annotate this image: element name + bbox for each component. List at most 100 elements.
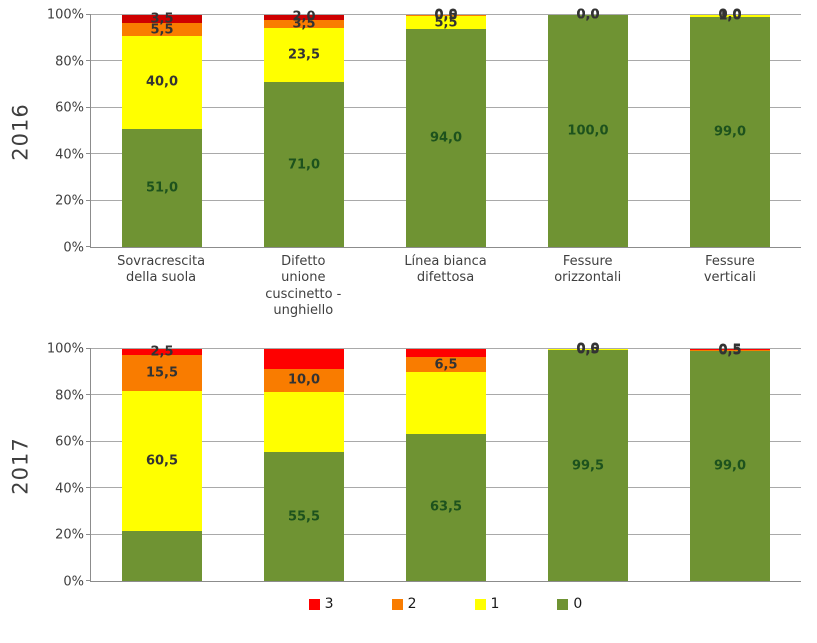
bar-segment (263, 15, 345, 20)
segment-value-label: 6,5 (434, 357, 458, 373)
gridline (91, 348, 801, 349)
segment-value-label: 0,0 (576, 341, 600, 357)
y-axis-2017: 100% 80% 60% 40% 20% 0% (42, 342, 90, 590)
bar-segment (121, 531, 203, 581)
legend-swatch (474, 598, 486, 610)
segment-value-label: 63,5 (429, 499, 463, 515)
stacked-bar: 60,5 15,5 2,5 (121, 345, 203, 581)
category-label: Sovracrescita della suola (117, 254, 206, 286)
bar-segment (405, 28, 487, 247)
segment-value-label: 0,0 (576, 7, 600, 23)
y-tick-label: 40% (55, 147, 84, 163)
segment-value-label: 94,0 (429, 130, 463, 146)
segment-value-label: 3,5 (292, 16, 316, 32)
axis-tickmark (86, 394, 91, 396)
bar-segment (121, 35, 203, 129)
bar-segment (689, 350, 771, 352)
axis-tickmark (86, 487, 91, 489)
legend-label: 0 (573, 596, 583, 612)
bar-segment (547, 349, 629, 351)
axis-tickmark (86, 580, 91, 581)
bar-segment (689, 15, 771, 18)
segment-value-label: 40,0 (145, 74, 179, 90)
bar-segment (547, 15, 629, 247)
bar-segment (405, 15, 487, 17)
bar-segment (547, 350, 629, 581)
legend-item: 1 (474, 596, 500, 612)
segment-value-label: 0,0 (718, 7, 742, 23)
axis-tickmark (86, 106, 91, 108)
stacked-bar: 94,0 5,5 0,5 0,0 (405, 9, 487, 247)
axis-tickmark (86, 60, 91, 62)
bar-segment (121, 15, 203, 24)
y-tick-label: 20% (55, 527, 84, 543)
y-tick-label: 60% (55, 434, 84, 450)
y-tick-label: 0% (63, 574, 84, 590)
segment-value-label: 51,0 (145, 180, 179, 196)
segment-value-label: 99,0 (713, 124, 747, 140)
segment-value-label: 23,5 (287, 47, 321, 63)
legend-swatch (308, 598, 320, 610)
segment-value-label: 2,5 (150, 344, 174, 360)
stacked-bar: 55,5 10,0 (263, 349, 345, 581)
stacked-bar: 63,5 6,5 (405, 349, 487, 581)
segment-value-label: 100,0 (567, 123, 609, 139)
bar-segment (689, 17, 771, 247)
segment-value-label: 0,5 (718, 343, 742, 359)
bar-segment (263, 368, 345, 392)
stacked-bar: 99,0 0,5 0,5 (689, 343, 771, 581)
bar-segment (121, 390, 203, 532)
category-label: Fessure verticali (703, 254, 756, 286)
y-tick-label: 60% (55, 100, 84, 116)
segment-value-label: 0,0 (576, 7, 600, 23)
bar-segment (121, 349, 203, 355)
stacked-bar: 99,5 0,5 0,0 0,0 (547, 343, 629, 581)
axis-tickmark (86, 199, 91, 201)
legend-label: 1 (490, 596, 500, 612)
category-label: Difetto unione cuscinetto - unghiello (265, 254, 342, 318)
year-column-2017: 2017 (0, 349, 42, 582)
segment-value-label: 5,5 (434, 15, 458, 31)
legend-item: 3 (308, 596, 334, 612)
bar-segment (263, 82, 345, 247)
axis-tickmark (86, 348, 91, 349)
bar-segment (405, 433, 487, 581)
plot-area-2017: 60,5 15,5 2,5 55,5 10,0 63,5 6,5 99,5 0,5 0,0 0,0 9… (86, 343, 801, 582)
segment-value-label: 0,5 (576, 342, 600, 358)
legend-swatch (391, 598, 403, 610)
segment-value-label: 1,0 (718, 8, 742, 24)
segment-value-label: 99,5 (571, 458, 605, 474)
chart-2016: 2016 100% 80% 60% 40% 20% 0% 51,0 40,0 5,5 3,5 71… (0, 8, 817, 256)
y-tick-label: 40% (55, 481, 84, 497)
segment-value-label: 2,0 (292, 9, 316, 25)
segment-value-label: 71,0 (287, 157, 321, 173)
segment-value-label: 0,0 (434, 7, 458, 23)
segment-value-label: 0,0 (576, 341, 600, 357)
y-tick-label: 80% (55, 54, 84, 70)
axis-tickmark (86, 153, 91, 155)
axis-tickmark (86, 533, 91, 535)
segment-value-label: 15,5 (145, 365, 179, 381)
bar-segment (121, 128, 203, 247)
stacked-bar: 99,0 1,0 0,0 0,0 (689, 9, 771, 247)
year-label-2017: 2017 (9, 436, 34, 495)
segment-value-label: 10,0 (287, 372, 321, 388)
bar-segment (121, 354, 203, 391)
stacked-bar: 100,0 0,0 0,0 0,0 (547, 9, 629, 247)
year-label-2016: 2016 (9, 102, 34, 161)
bar-segment (263, 19, 345, 28)
segment-value-label: 0,0 (718, 7, 742, 23)
chart-2017: 2017 100% 80% 60% 40% 20% 0% 60,5 15,5 2,5 55,5 1… (0, 342, 817, 590)
axis-tickmark (86, 246, 91, 247)
bar-segment (263, 452, 345, 581)
year-column-2016: 2016 (0, 15, 42, 248)
axis-tickmark (86, 440, 91, 442)
y-tick-label: 20% (55, 193, 84, 209)
bar-segment (405, 372, 487, 434)
legend-swatch (557, 598, 569, 610)
segment-value-label: 55,5 (287, 509, 321, 525)
bar-segment (689, 349, 771, 351)
segment-value-label: 0,5 (718, 342, 742, 358)
legend-item: 2 (391, 596, 417, 612)
bar-segment (263, 391, 345, 453)
